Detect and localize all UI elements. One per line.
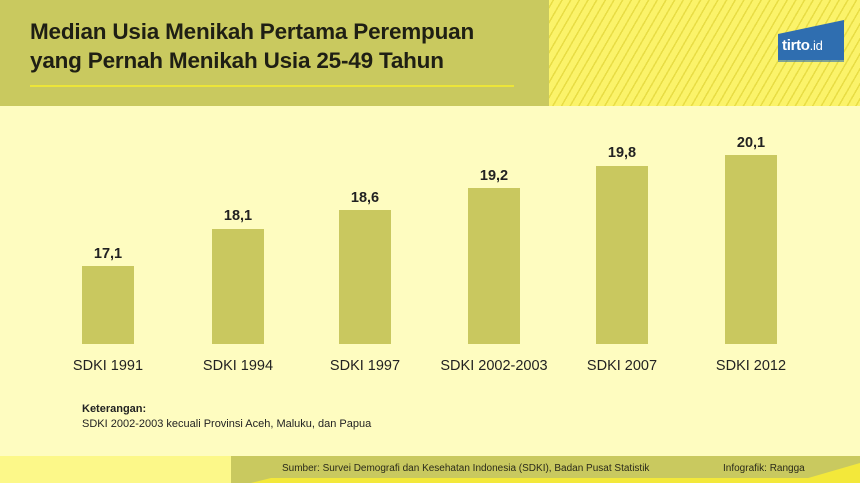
footer-band xyxy=(231,456,860,483)
source-text: Sumber: Survei Demografi dan Kesehatan I… xyxy=(282,463,650,474)
footer-left-band xyxy=(0,456,231,483)
bar-sdki-2002-2003 xyxy=(468,188,520,344)
title-panel xyxy=(0,0,549,106)
bar-sdki-1991 xyxy=(82,266,134,344)
title-line-2: yang Pernah Menikah Usia 25-49 Tahun xyxy=(30,48,444,73)
note-text: SDKI 2002-2003 kecuali Provinsi Aceh, Ma… xyxy=(82,418,372,430)
bar-sdki-2012 xyxy=(725,155,777,344)
bar-value-label: 19,8 xyxy=(607,145,637,161)
logo-main-text: tirto xyxy=(782,37,810,54)
bar-value-label: 18,1 xyxy=(223,208,253,224)
bar-sdki-1994 xyxy=(212,229,264,344)
footer-accent-shape xyxy=(251,463,860,483)
category-label: SDKI 2002-2003 xyxy=(440,358,548,374)
tirto-logo-icon xyxy=(778,20,844,62)
bar-value-label: 18,6 xyxy=(350,190,380,206)
bar-value-label: 17,1 xyxy=(93,246,123,262)
logo-text: tirto.id xyxy=(782,37,823,54)
chart-title: Median Usia Menikah Pertama Perempuan ya… xyxy=(30,17,474,75)
title-line-1: Median Usia Menikah Pertama Perempuan xyxy=(30,19,475,44)
category-label: SDKI 2007 xyxy=(586,358,658,374)
note-title: Keterangan: xyxy=(82,403,147,415)
credit-text: Infografik: Rangga xyxy=(723,463,805,474)
bar-value-label: 19,2 xyxy=(479,168,509,184)
title-underline xyxy=(30,85,514,87)
category-label: SDKI 1994 xyxy=(202,358,274,374)
category-label: SDKI 1991 xyxy=(72,358,144,374)
category-label: SDKI 1997 xyxy=(329,358,401,374)
bar-sdki-1997 xyxy=(339,210,391,344)
logo-suffix-text: .id xyxy=(809,38,823,53)
category-label: SDKI 2012 xyxy=(715,358,787,374)
bar-value-label: 20,1 xyxy=(736,135,766,151)
bar-sdki-2007 xyxy=(596,166,648,344)
